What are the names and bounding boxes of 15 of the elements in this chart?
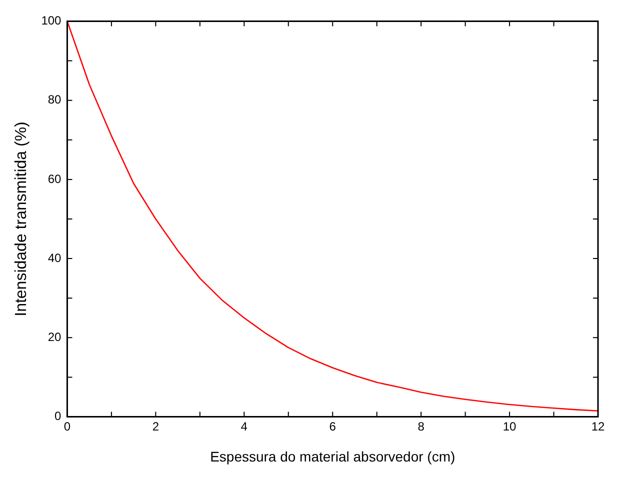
x-tick-label: 10	[502, 419, 517, 434]
y-axis-title: Intensidade transmitida (%)	[13, 122, 30, 316]
x-tick-label: 2	[152, 419, 160, 434]
x-tick-label: 6	[329, 419, 336, 434]
x-axis-title: Espessura do material absorvedor (cm)	[210, 448, 456, 464]
x-tick-label: 12	[591, 419, 605, 434]
x-tick-label: 8	[418, 419, 425, 434]
y-tick-label: 60	[48, 172, 62, 186]
y-tick-label: 100	[41, 14, 62, 28]
y-tick-label: 80	[48, 92, 62, 107]
y-tick-label: 0	[54, 409, 62, 424]
x-tick-label: 4	[240, 419, 248, 434]
y-tick-label: 40	[48, 250, 62, 265]
y-tick-label: 20	[48, 330, 62, 344]
x-tick-label: 0	[64, 419, 71, 434]
